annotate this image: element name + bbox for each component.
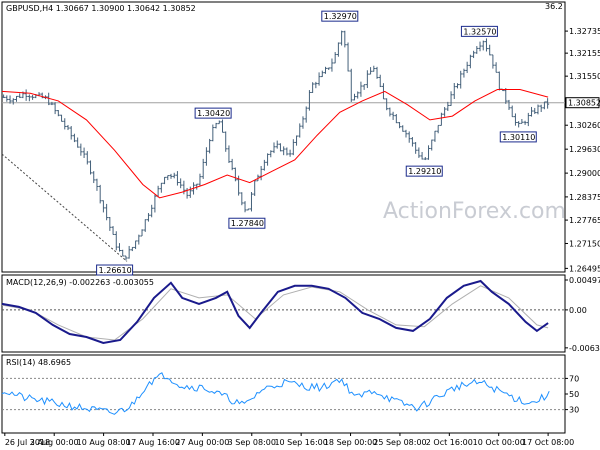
x-axis-label: 17 Oct 08:00 bbox=[522, 438, 574, 447]
rsi-y-label: 70 bbox=[569, 374, 579, 383]
price-header: GBPUSD,H4 1.30667 1.30900 1.30642 1.3085… bbox=[6, 4, 196, 13]
price-annotation-label: 1.32970 bbox=[324, 12, 357, 21]
macd-signal-line bbox=[1, 285, 549, 341]
price-annotation-label: 1.32570 bbox=[463, 27, 496, 36]
macd-y-label: 0.004971 bbox=[569, 276, 600, 285]
price-annotation-label: 1.30110 bbox=[502, 133, 535, 142]
x-axis-label: 25 Sep 08:00 bbox=[373, 438, 426, 447]
x-axis-label: 2 Oct 16:00 bbox=[426, 438, 473, 447]
price-annotation-label: 1.30420 bbox=[197, 109, 230, 118]
x-axis-label: 3 Aug 00:00 bbox=[30, 438, 79, 447]
rsi-y-label: 30 bbox=[569, 406, 579, 415]
trend-line bbox=[1, 153, 128, 262]
price-y-label: 1.29000 bbox=[569, 169, 600, 178]
x-axis-label: 27 Aug 00:00 bbox=[175, 438, 229, 447]
rsi-line bbox=[1, 372, 550, 415]
price-y-label: 1.30260 bbox=[569, 121, 600, 130]
price-y-label: 1.29630 bbox=[569, 145, 600, 154]
price-annotation-box bbox=[321, 10, 359, 22]
x-axis-label: 26 Jul 2018 bbox=[5, 438, 50, 447]
price-y-label: 1.32735 bbox=[569, 27, 600, 36]
price-y-label: 1.28375 bbox=[569, 193, 600, 202]
price-panel bbox=[1, 1, 566, 273]
price-y-label: 1.26495 bbox=[569, 264, 600, 273]
x-axis-label: 3 Sep 08:00 bbox=[228, 438, 276, 447]
macd-y-label: 0.00 bbox=[569, 306, 587, 315]
price-annotation-label: 1.29210 bbox=[408, 167, 441, 176]
price-annotation-box bbox=[228, 217, 266, 229]
price-y-label: 1.31550 bbox=[569, 72, 600, 81]
x-axis-label: 10 Oct 00:00 bbox=[473, 438, 525, 447]
rsi-header: RSI(14) 48.6965 bbox=[6, 358, 71, 367]
price-annotation-box bbox=[460, 25, 498, 37]
corner-label: 36.2 bbox=[545, 2, 563, 11]
price-annotation-box bbox=[499, 131, 537, 143]
price-y-label: 1.32155 bbox=[569, 49, 600, 58]
price-annotation-box bbox=[405, 165, 443, 177]
current-price-box bbox=[565, 97, 600, 109]
rsi-panel bbox=[1, 354, 566, 434]
rsi-y-label: 50 bbox=[569, 390, 579, 399]
x-axis-label: 18 Sep 00:00 bbox=[324, 438, 377, 447]
price-y-label: 1.27150 bbox=[569, 239, 600, 248]
macd-main-line bbox=[1, 279, 549, 345]
watermark: ActionForex.com bbox=[383, 199, 566, 224]
x-axis-label: 10 Aug 08:00 bbox=[77, 438, 131, 447]
macd-header: MACD(12,26,9) -0.002263 -0.003055 bbox=[6, 278, 154, 287]
moving-average-line bbox=[1, 89, 549, 199]
price-annotation-box bbox=[96, 264, 134, 276]
macd-y-label: -0.006311 bbox=[569, 344, 600, 353]
x-axis-label: 10 Sep 16:00 bbox=[274, 438, 327, 447]
x-axis-label: 17 Aug 16:00 bbox=[126, 438, 180, 447]
macd-panel bbox=[1, 274, 566, 353]
price-annotation-label: 1.27840 bbox=[231, 219, 264, 228]
price-y-label: 1.27765 bbox=[569, 216, 600, 225]
price-annotation-label: 1.26610 bbox=[99, 266, 132, 275]
current-price-label: 1.30852 bbox=[568, 99, 600, 108]
price-annotation-box bbox=[194, 107, 232, 119]
